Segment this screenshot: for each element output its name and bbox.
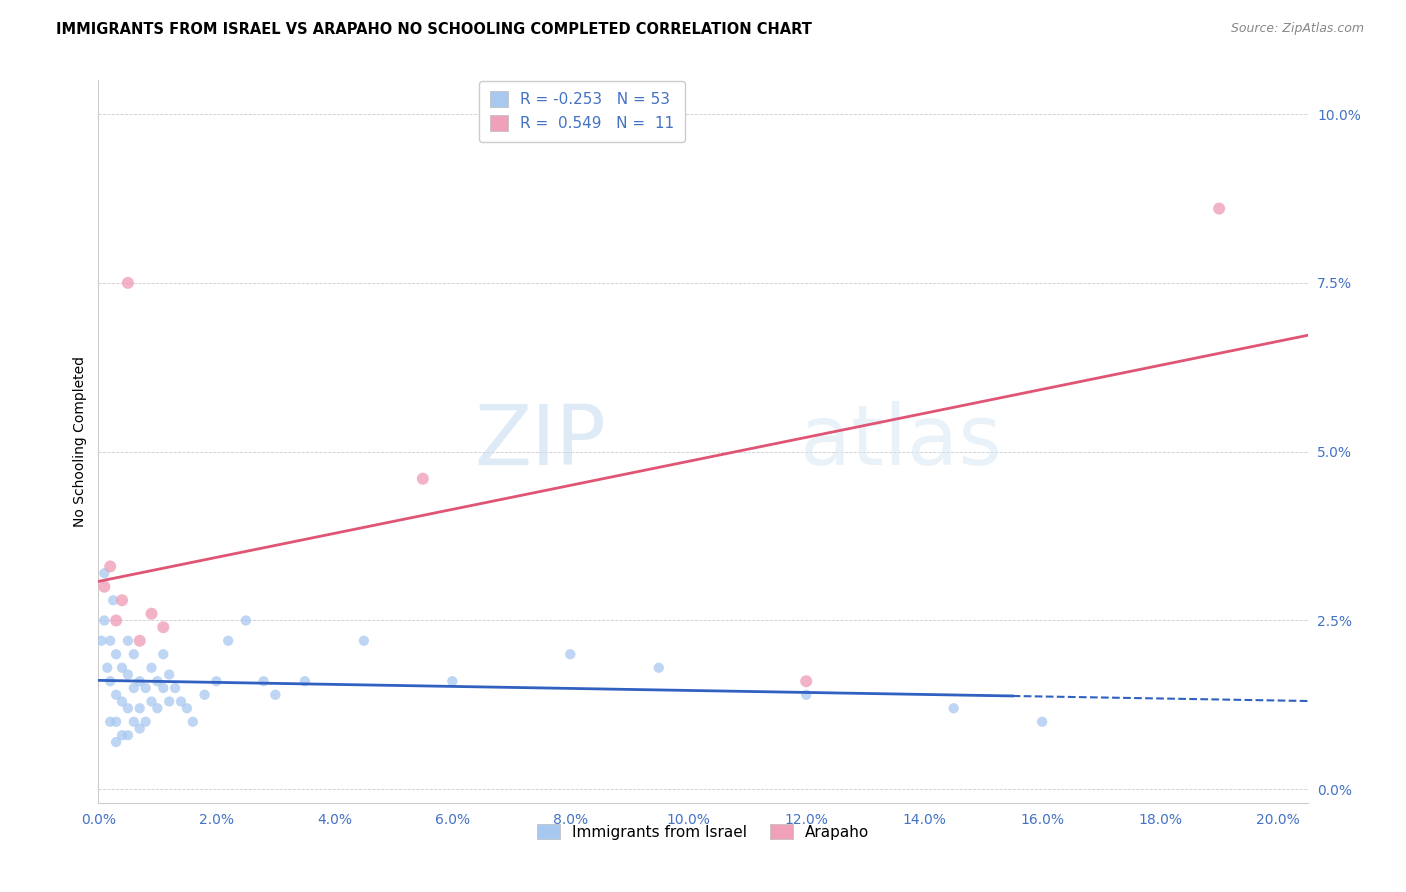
- Point: [122, 681, 145, 695]
- Point: [111, 694, 134, 708]
- Point: [1031, 714, 1053, 729]
- Point: [128, 674, 150, 689]
- Point: [111, 728, 134, 742]
- Point: [135, 714, 157, 729]
- Point: [294, 674, 316, 689]
- Point: [217, 633, 239, 648]
- Point: [157, 694, 180, 708]
- Point: [146, 674, 169, 689]
- Point: [111, 593, 134, 607]
- Point: [122, 714, 145, 729]
- Point: [560, 647, 582, 661]
- Point: [235, 614, 257, 628]
- Point: [157, 667, 180, 681]
- Point: [176, 701, 198, 715]
- Point: [111, 661, 134, 675]
- Point: [93, 614, 115, 628]
- Point: [98, 559, 121, 574]
- Text: atlas: atlas: [800, 401, 1001, 482]
- Point: [205, 674, 228, 689]
- Point: [90, 633, 112, 648]
- Point: [353, 633, 375, 648]
- Point: [152, 620, 174, 634]
- Point: [98, 633, 121, 648]
- Point: [117, 728, 139, 742]
- Point: [141, 694, 163, 708]
- Point: [441, 674, 464, 689]
- Point: [128, 701, 150, 715]
- Point: [252, 674, 274, 689]
- Text: ZIP: ZIP: [474, 401, 606, 482]
- Point: [128, 722, 150, 736]
- Text: IMMIGRANTS FROM ISRAEL VS ARAPAHO NO SCHOOLING COMPLETED CORRELATION CHART: IMMIGRANTS FROM ISRAEL VS ARAPAHO NO SCH…: [56, 22, 813, 37]
- Point: [152, 681, 174, 695]
- Point: [152, 647, 174, 661]
- Point: [264, 688, 287, 702]
- Point: [101, 593, 124, 607]
- Point: [117, 633, 139, 648]
- Y-axis label: No Schooling Completed: No Schooling Completed: [73, 356, 87, 527]
- Point: [794, 674, 817, 689]
- Point: [194, 688, 217, 702]
- Point: [105, 735, 128, 749]
- Point: [141, 661, 163, 675]
- Point: [98, 714, 121, 729]
- Point: [794, 688, 817, 702]
- Point: [942, 701, 965, 715]
- Text: Source: ZipAtlas.com: Source: ZipAtlas.com: [1230, 22, 1364, 36]
- Point: [93, 580, 115, 594]
- Point: [98, 674, 121, 689]
- Point: [135, 681, 157, 695]
- Point: [117, 276, 139, 290]
- Point: [128, 633, 150, 648]
- Point: [1208, 202, 1230, 216]
- Point: [141, 607, 163, 621]
- Point: [105, 714, 128, 729]
- Point: [122, 647, 145, 661]
- Point: [105, 647, 128, 661]
- Point: [117, 701, 139, 715]
- Legend: Immigrants from Israel, Arapaho: Immigrants from Israel, Arapaho: [530, 818, 876, 846]
- Point: [412, 472, 434, 486]
- Point: [105, 688, 128, 702]
- Point: [96, 661, 118, 675]
- Point: [170, 694, 193, 708]
- Point: [165, 681, 187, 695]
- Point: [117, 667, 139, 681]
- Point: [105, 614, 128, 628]
- Point: [648, 661, 671, 675]
- Point: [146, 701, 169, 715]
- Point: [93, 566, 115, 581]
- Point: [181, 714, 204, 729]
